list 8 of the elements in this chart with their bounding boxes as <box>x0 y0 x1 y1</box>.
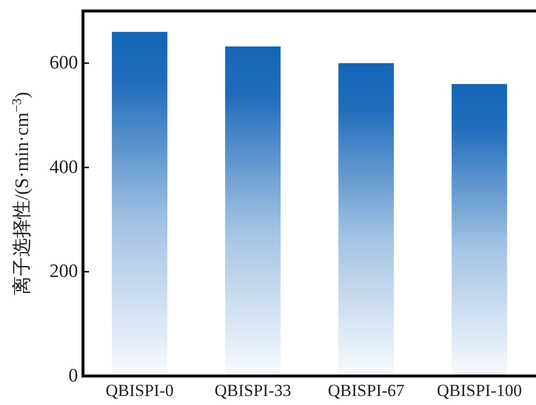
y-tick-label: 200 <box>50 261 78 282</box>
y-tick-label: 400 <box>50 156 78 178</box>
x-tick-label: QBISPI-0 <box>106 381 174 400</box>
x-tick-label: QBISPI-33 <box>214 381 292 400</box>
y-tick-label: 600 <box>50 52 78 74</box>
x-tick-label: QBISPI-67 <box>328 381 405 400</box>
x-tick-label: QBISPI-100 <box>436 381 522 400</box>
y-tick-label: 0 <box>68 366 78 386</box>
